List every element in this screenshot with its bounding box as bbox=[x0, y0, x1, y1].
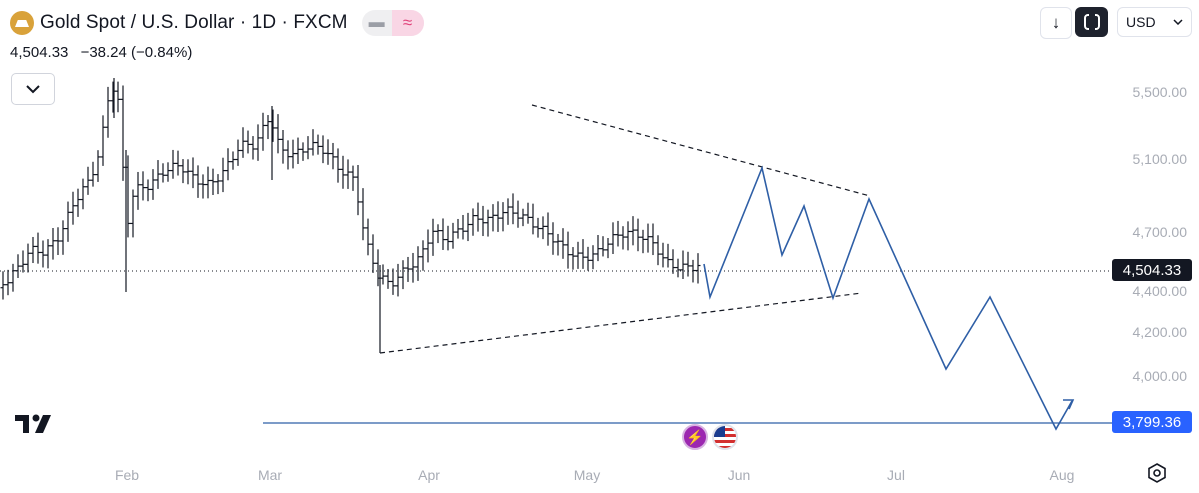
price-tick: 4,700.00 bbox=[1132, 224, 1188, 240]
time-tick: Apr bbox=[418, 467, 440, 483]
last-price: 4,504.33 bbox=[10, 44, 69, 61]
chevron-down-icon bbox=[26, 85, 40, 94]
time-tick: Feb bbox=[114, 467, 140, 483]
wave-icon[interactable]: ≈ bbox=[391, 10, 424, 36]
time-tick: Mar bbox=[257, 467, 283, 483]
target-price-badge: 3,799.36 bbox=[1112, 411, 1192, 433]
time-tick: Aug bbox=[1049, 467, 1075, 483]
price-tick: 4,000.00 bbox=[1132, 368, 1188, 384]
status-pill[interactable]: ▬ ≈ bbox=[361, 10, 424, 36]
fullscreen-icon bbox=[1083, 13, 1100, 31]
settings-hex-icon bbox=[1148, 463, 1166, 483]
upper-trendline[interactable] bbox=[531, 104, 871, 197]
event-economic-marker[interactable] bbox=[712, 424, 738, 450]
down-arrow-button[interactable]: ↓ bbox=[1040, 7, 1072, 39]
symbol-header[interactable]: Gold Spot / U.S. Dollar · 1D · FXCM ▬ ≈ bbox=[10, 8, 424, 38]
us-flag-icon bbox=[714, 426, 736, 448]
last-price-badge: 4,504.33 bbox=[1112, 259, 1192, 281]
arrow-down-icon: ↓ bbox=[1051, 13, 1061, 32]
price-tick: 5,100.00 bbox=[1132, 151, 1188, 167]
time-tick: Jun bbox=[727, 467, 751, 483]
collapse-legend-button[interactable] bbox=[11, 73, 55, 105]
projection-path[interactable] bbox=[703, 165, 1073, 431]
time-tick: May bbox=[573, 467, 601, 483]
time-tick: Jul bbox=[887, 467, 905, 483]
symbol-title[interactable]: Gold Spot / U.S. Dollar · 1D · FXCM bbox=[40, 12, 348, 33]
price-tick: 4,400.00 bbox=[1132, 283, 1188, 299]
price-tick: 5,500.00 bbox=[1132, 84, 1188, 100]
lower-trendline[interactable] bbox=[379, 292, 863, 354]
chart-settings-button[interactable] bbox=[1146, 462, 1168, 489]
ohlc-bars bbox=[0, 78, 701, 353]
minus-icon[interactable]: ▬ bbox=[368, 14, 385, 31]
chevron-down-icon bbox=[1173, 19, 1183, 25]
price-summary: 4,504.33 −38.24 (−0.84%) bbox=[10, 44, 200, 61]
currency-label: USD bbox=[1126, 14, 1156, 30]
tradingview-logo-icon bbox=[15, 414, 51, 433]
tradingview-logo[interactable] bbox=[15, 413, 57, 440]
event-flash-marker[interactable]: ⚡ bbox=[682, 424, 708, 450]
price-tick: 4,200.00 bbox=[1132, 324, 1188, 340]
currency-select[interactable]: USD bbox=[1117, 7, 1192, 37]
fullscreen-button[interactable] bbox=[1075, 7, 1108, 37]
gold-logo-icon bbox=[10, 11, 34, 35]
price-change: −38.24 (−0.84%) bbox=[80, 44, 193, 61]
projection-arrowhead bbox=[1063, 399, 1075, 410]
flash-icon: ⚡ bbox=[686, 428, 704, 445]
